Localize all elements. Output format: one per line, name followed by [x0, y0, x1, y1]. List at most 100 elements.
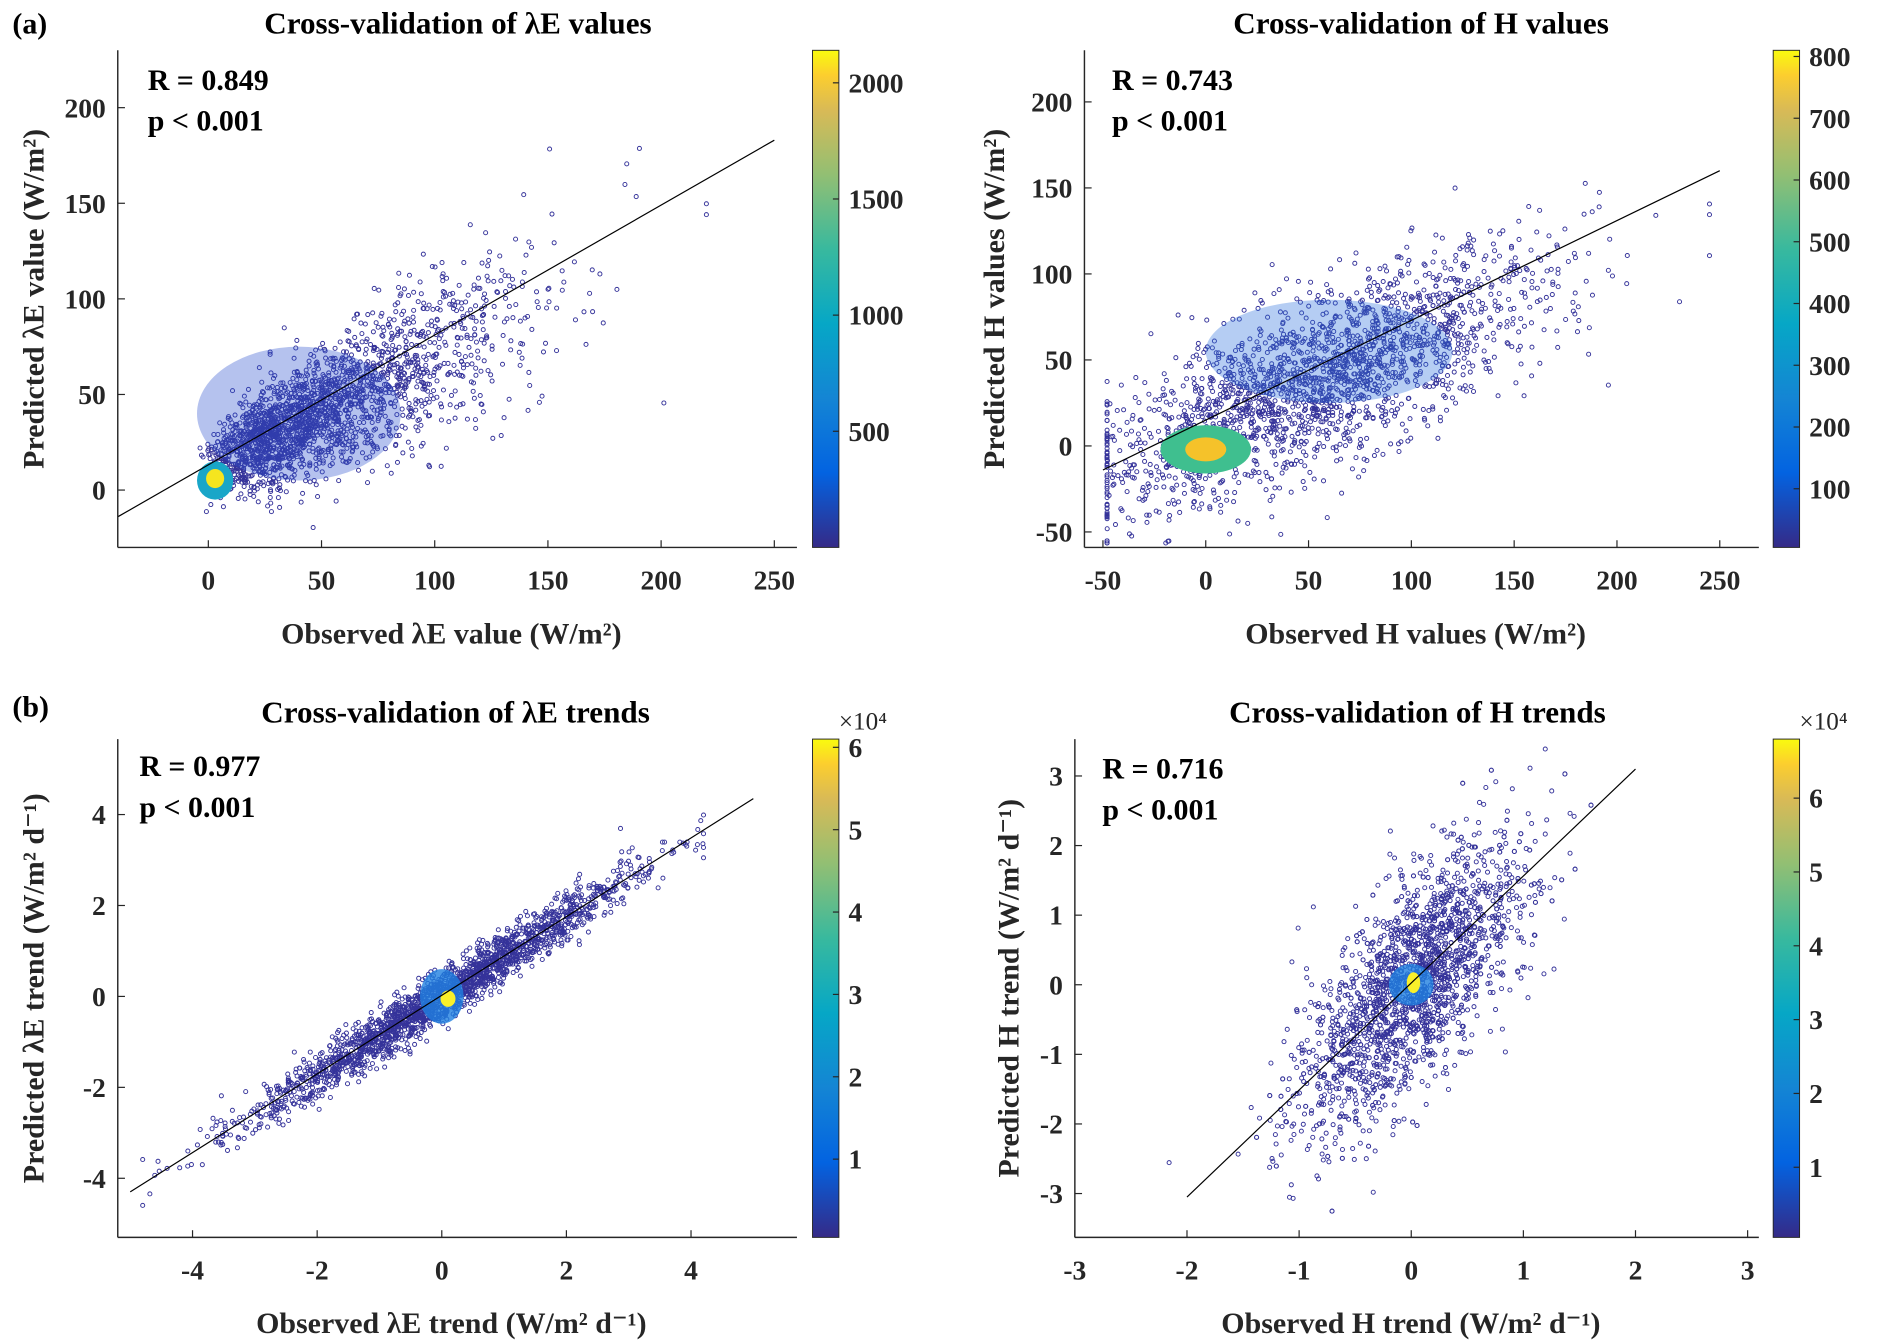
- scatter-point: [1586, 351, 1592, 357]
- scatter-point: [1496, 291, 1502, 297]
- scatter-point: [477, 393, 483, 399]
- scatter-point: [1518, 361, 1524, 367]
- scatter-point: [1391, 294, 1397, 300]
- scatter-point: [444, 275, 450, 281]
- scatter-point: [1145, 488, 1151, 494]
- scatter-point: [1472, 311, 1478, 317]
- scatter-point: [1275, 442, 1281, 448]
- scatter-point: [1136, 400, 1142, 406]
- scatter-point: [1273, 461, 1279, 467]
- scatter-point: [420, 328, 426, 334]
- scatter-point: [1383, 409, 1389, 415]
- scatter-point: [1148, 472, 1154, 478]
- scatter-point: [1488, 291, 1494, 297]
- scatter-point: [1337, 441, 1343, 447]
- scatter-point: [1335, 419, 1341, 425]
- scatter-point: [1154, 464, 1160, 470]
- scatter-point: [338, 449, 344, 455]
- scatter-point: [1248, 424, 1254, 430]
- scatter-point: [1364, 287, 1370, 293]
- scatter-point: [1405, 261, 1411, 267]
- scatter-point: [471, 395, 477, 401]
- scatter-point: [307, 460, 313, 466]
- scatter-point: [1184, 376, 1190, 382]
- scatter-point: [459, 306, 465, 312]
- scatter-point: [1142, 440, 1148, 446]
- scatter-point: [1242, 471, 1248, 477]
- scatter-point: [636, 877, 642, 883]
- scatter-point: [485, 263, 491, 269]
- scatter-point: [406, 320, 412, 326]
- scatter-point: [1516, 218, 1522, 224]
- colorbar-tick-label: 800: [1809, 41, 1850, 72]
- scatter-point: [404, 354, 410, 360]
- scatter-point: [230, 427, 236, 433]
- scatter-point: [268, 488, 274, 494]
- scatter-point: [229, 1107, 235, 1113]
- scatter-point: [1118, 476, 1124, 482]
- scatter-point: [1115, 473, 1121, 479]
- scatter-point: [381, 406, 387, 412]
- scatter-point: [473, 303, 479, 309]
- scatter-point: [1484, 334, 1490, 340]
- scatter-point: [396, 344, 402, 350]
- scatter-point: [1496, 253, 1503, 259]
- scatter-point: [356, 467, 362, 473]
- scatter-point: [1546, 233, 1552, 239]
- scatter-point: [1353, 455, 1359, 461]
- scatter-point: [1237, 425, 1243, 431]
- scatter-point: [1467, 369, 1473, 375]
- scatter-point: [362, 321, 368, 327]
- scatter-point: [1444, 373, 1451, 379]
- scatter-point: [1504, 318, 1510, 325]
- scatter-point: [1307, 469, 1313, 475]
- scatter-point: [393, 433, 399, 439]
- scatter-point: [1455, 358, 1461, 364]
- scatter-point: [365, 480, 371, 486]
- scatter-point: [1582, 180, 1588, 186]
- scatter-point: [502, 295, 509, 301]
- scatter-point: [1307, 419, 1313, 425]
- scatter-point: [468, 336, 474, 342]
- scatter-point: [300, 490, 306, 496]
- scatter-point: [381, 341, 387, 347]
- scatter-point: [1224, 489, 1230, 495]
- scatter-point: [423, 362, 429, 368]
- scatter-point: [454, 404, 460, 410]
- scatter-point: [1181, 482, 1187, 488]
- scatter-point: [473, 365, 479, 371]
- scatter-point: [536, 399, 542, 405]
- scatter-point: [369, 468, 375, 474]
- scatter-point: [399, 328, 405, 334]
- scatter-point: [463, 299, 469, 305]
- scatter-point: [1403, 428, 1409, 434]
- scatter-point: [310, 1101, 316, 1107]
- scatter-point: [1178, 402, 1184, 408]
- scatter-point: [1479, 306, 1485, 312]
- scatter-point: [401, 321, 407, 327]
- scatter-point: [1394, 300, 1400, 306]
- scatter-point: [1473, 281, 1479, 287]
- scatter-point: [500, 361, 506, 367]
- scatter-point: [482, 291, 488, 297]
- scatter-point: [472, 417, 478, 423]
- scatter-point: [1570, 299, 1576, 305]
- scatter-point: [421, 344, 427, 350]
- scatter-point: [330, 455, 336, 461]
- scatter-point: [1506, 274, 1512, 280]
- scatter-point: [462, 354, 468, 360]
- scatter-point: [415, 398, 421, 404]
- scatter-point: [393, 398, 399, 404]
- scatter-point: [1443, 278, 1449, 284]
- scatter-point: [388, 470, 394, 476]
- r-value: R = 0.743: [1112, 64, 1233, 97]
- scatter-point: [1405, 304, 1411, 310]
- density-hotspot: [1205, 299, 1453, 403]
- scatter-point: [452, 388, 458, 394]
- scatter-point: [1521, 323, 1527, 329]
- scatter-point: [1269, 449, 1275, 455]
- scatter-point: [1236, 480, 1242, 486]
- scatter-point: [411, 307, 417, 313]
- scatter-point: [1492, 248, 1498, 254]
- scatter-point: [376, 352, 382, 358]
